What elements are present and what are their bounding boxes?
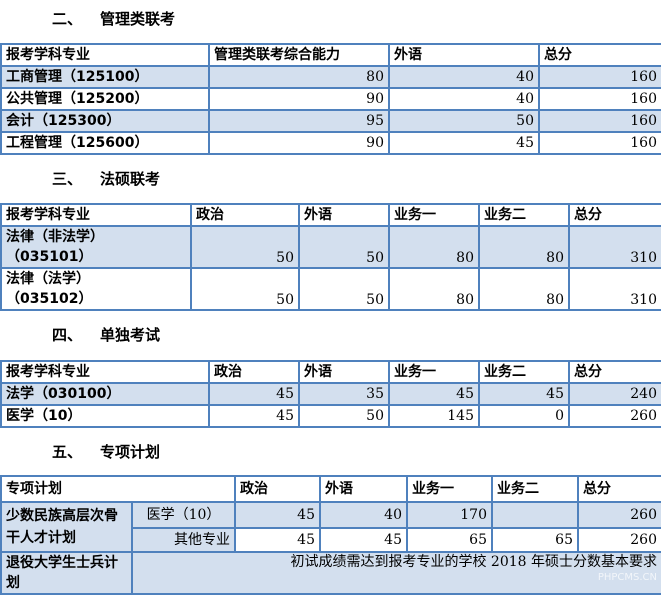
table-header: 专项计划 政治 外语 业务一 业务二 总分 bbox=[0, 475, 661, 503]
table-row: 其他专业 45 45 65 65 260 bbox=[1, 527, 661, 553]
table-row: 法学（030100） 45 35 45 45 240 bbox=[0, 382, 661, 406]
section-title: 单独考试 bbox=[100, 326, 161, 344]
section-number: 五、 bbox=[52, 443, 83, 461]
special-plan-table: 专项计划 政治 外语 业务一 业务二 总分 少数民族高层次骨干人才计划 医学（10） 45 40… bbox=[0, 475, 661, 595]
section-number: 四、 bbox=[52, 326, 83, 344]
table-header: 报考学科专业 管理类联考综合能力 外语 总分 bbox=[0, 43, 661, 67]
section-title: 管理类联考 bbox=[100, 10, 176, 28]
section-heading-5: 五、 专项计划 bbox=[52, 441, 160, 462]
management-table: 报考学科专业 管理类联考综合能力 外语 总分 工商管理（125100） 80 40 160 … bbox=[0, 43, 661, 155]
table-header: 报考学科专业 政治 外语 业务一 业务二 总分 bbox=[0, 360, 661, 384]
table-row: 法律（法学） （035102） 50 50 80 80 310 bbox=[0, 267, 661, 311]
independent-exam-table: 报考学科专业 政治 外语 业务一 业务二 总分 法学（030100） 45 35 45 45 240… bbox=[0, 360, 661, 428]
table-row: 医学（10） 45 50 145 0 260 bbox=[0, 404, 661, 428]
section-heading-3: 三、 法硕联考 bbox=[52, 168, 160, 189]
table-header: 报考学科专业 政治 外语 业务一 业务二 总分 bbox=[0, 203, 661, 227]
section-title: 专项计划 bbox=[100, 443, 161, 461]
note-text: 初试成绩需达到报考专业的学校 2018 年硕士分数基本要求 bbox=[290, 554, 657, 570]
table-row: 法律（非法学） （035101） 50 50 80 80 310 bbox=[0, 225, 661, 269]
section-title: 法硕联考 bbox=[100, 170, 161, 188]
table-row: 工程管理（125600） 90 45 160 bbox=[0, 131, 661, 155]
watermark: PHPCMS.CN bbox=[597, 572, 657, 583]
section-heading-2: 二、 管理类联考 bbox=[52, 8, 175, 29]
table-row: 退役大学生士兵计划 初试成绩需达到报考专业的学校 2018 年硕士分数基本要求 PH… bbox=[0, 551, 661, 595]
table-row: 工商管理（125100） 80 40 160 bbox=[0, 65, 661, 89]
section-heading-4: 四、 单独考试 bbox=[52, 324, 160, 345]
table-row: 公共管理（125200） 90 40 160 bbox=[0, 87, 661, 111]
table-row: 少数民族高层次骨干人才计划 医学（10） 45 40 170 260 bbox=[0, 501, 661, 553]
law-table: 报考学科专业 政治 外语 业务一 业务二 总分 法律（非法学） （035101） 50 50 80… bbox=[0, 203, 661, 311]
section-number: 二、 bbox=[52, 10, 83, 28]
section-number: 三、 bbox=[52, 170, 83, 188]
table-row: 会计（125300） 95 50 160 bbox=[0, 109, 661, 133]
